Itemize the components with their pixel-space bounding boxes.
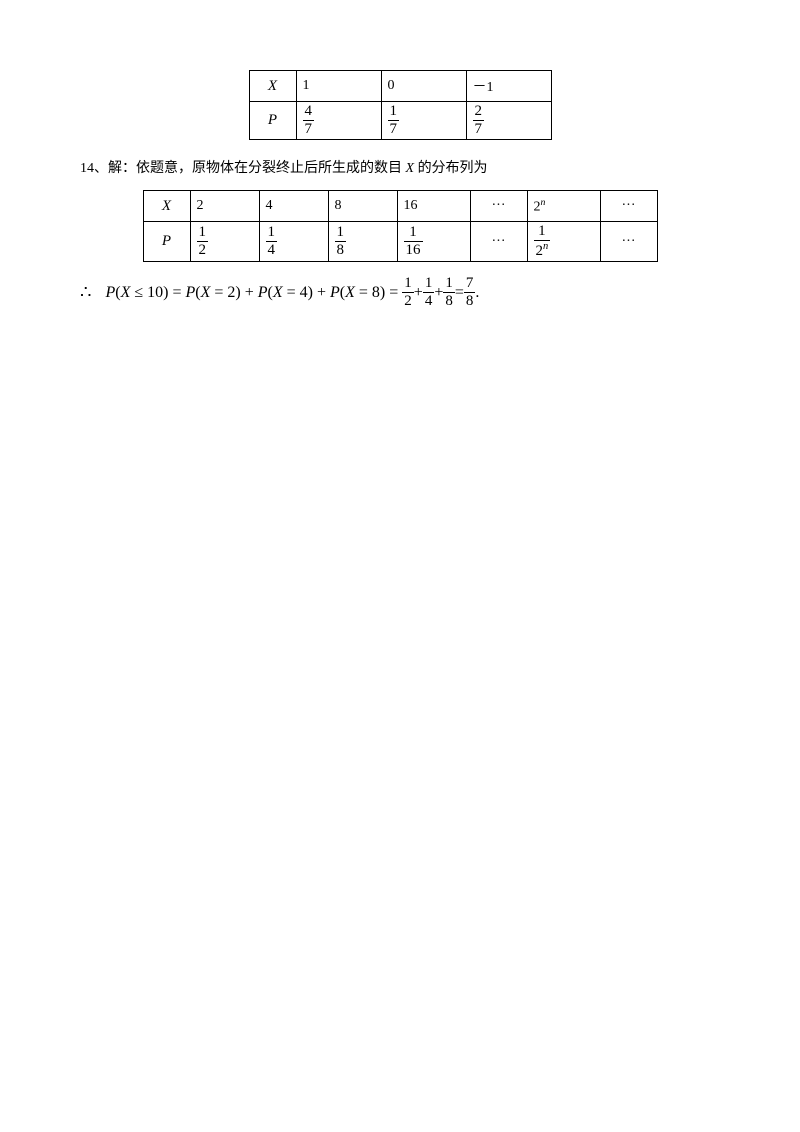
distribution-table-1: X 1 0 －1 P 47 17 27 [249,70,552,140]
plus: + [414,284,423,302]
p-value: 116 [397,222,470,262]
p-value: 47 [296,102,381,140]
table-row: P 12 14 18 116 ··· 1 2n [143,222,657,262]
problem-number: 14 [80,161,94,176]
problem-14-text: 14、解：依题意，原物体在分裂终止后所生成的数目 X 的分布列为 [80,158,720,180]
p-value: 18 [328,222,397,262]
table2-wrap: X 2 4 8 16 ··· 2n ··· P 12 14 [80,190,720,262]
x-value: 16 [397,191,470,222]
fraction: 14 [266,225,278,258]
fraction: 17 [388,104,400,137]
fraction: 12 [197,225,209,258]
p-value: 27 [466,102,551,140]
ellipsis-cell: ··· [470,191,527,222]
lead-text: 解：依题意，原物体在分裂终止后所生成的数目 [108,161,406,176]
x-value: 1 [296,71,381,102]
x-value: －1 [466,71,551,102]
fraction: 27 [473,104,485,137]
separator: 、 [94,161,108,176]
fraction: 47 [303,104,315,137]
row-label-x: X [143,191,190,222]
x-value: 8 [328,191,397,222]
distribution-table-2: X 2 4 8 16 ··· 2n ··· P 12 14 [143,190,658,262]
equals: = [455,284,464,302]
row-label-p: P [143,222,190,262]
p-value: 12 [190,222,259,262]
ellipsis-cell: ··· [600,191,657,222]
conclusion-equation: ∴ P(X ≤ 10) = P(X = 2) + P(X = 4) + P(X … [80,276,720,309]
x-value: 0 [381,71,466,102]
fraction: 1 2n [534,224,551,259]
fraction: 12 [402,276,414,309]
x-value: 2 [190,191,259,222]
p-value: 14 [259,222,328,262]
page: X 1 0 －1 P 47 17 27 14、解：依题意，原物体在分裂终止后所生… [0,0,800,309]
row-label-x: X [249,71,296,102]
table-row: P 47 17 27 [249,102,551,140]
equation-lhs: P(X ≤ 10) = P(X = 2) + P(X = 4) + P(X = … [105,284,402,302]
table-row: X 2 4 8 16 ··· 2n ··· [143,191,657,222]
fraction: 14 [423,276,435,309]
p-value: 17 [381,102,466,140]
p-general: 1 2n [527,222,600,262]
plus: + [434,284,443,302]
ellipsis-cell: ··· [600,222,657,262]
variable-x: X [406,161,415,176]
fraction-result: 78 [464,276,476,309]
table-row: X 1 0 －1 [249,71,551,102]
row-label-p: P [249,102,296,140]
fraction: 18 [335,225,347,258]
tail-text: 的分布列为 [414,161,488,176]
period: . [475,284,479,302]
therefore-symbol: ∴ [80,282,91,303]
table1-wrap: X 1 0 －1 P 47 17 27 [80,70,720,140]
x-general: 2n [527,191,600,222]
ellipsis-cell: ··· [470,222,527,262]
fraction: 18 [443,276,455,309]
fraction: 116 [404,225,423,258]
x-value: 4 [259,191,328,222]
